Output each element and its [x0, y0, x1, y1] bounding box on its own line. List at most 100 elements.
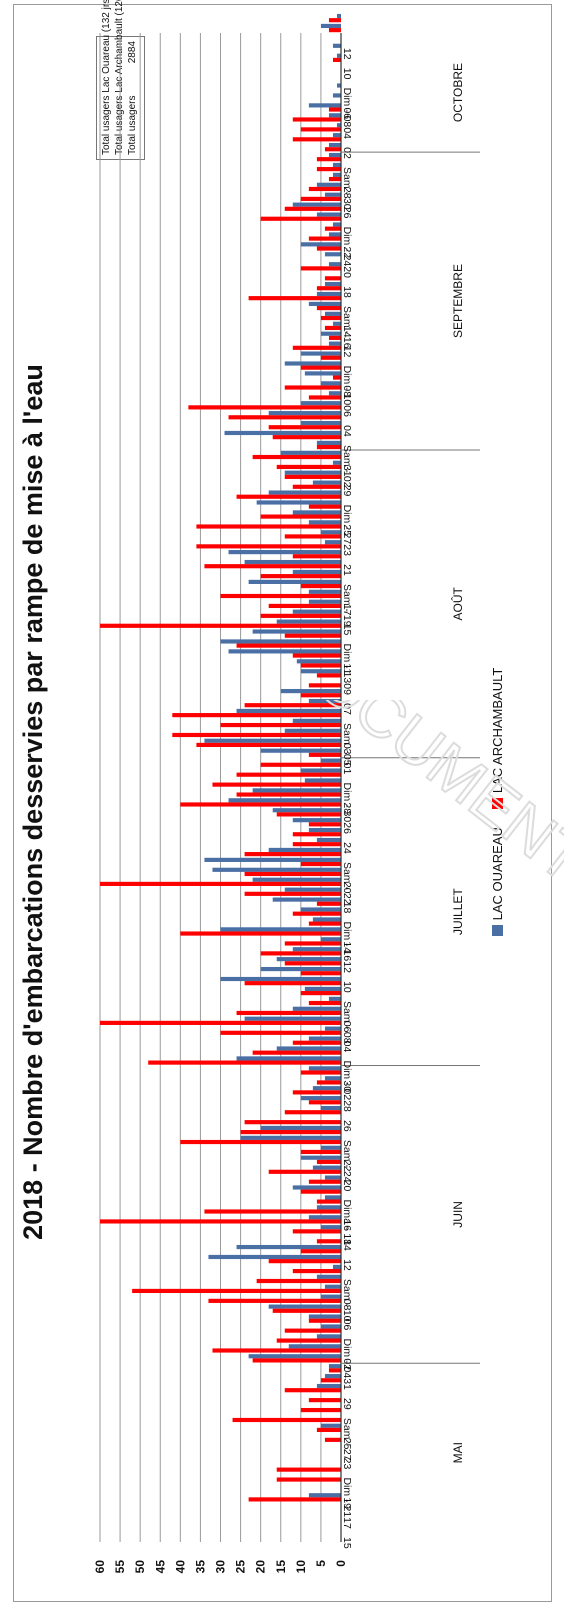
bar-ouareau — [236, 1056, 341, 1061]
bar-ouareau — [272, 808, 341, 813]
x-tick-label: 12 — [341, 961, 353, 973]
bar-ouareau — [324, 1175, 341, 1180]
bar-ouareau — [220, 927, 341, 932]
bar-archambault — [132, 1288, 341, 1294]
bar-archambault — [308, 1318, 341, 1323]
bar-ouareau — [312, 1165, 341, 1170]
bar-ouareau — [308, 698, 341, 704]
bar-archambault — [328, 107, 341, 112]
x-tick-label: 08 — [341, 385, 353, 397]
bar-ouareau — [280, 689, 341, 694]
bar-ouareau — [324, 1026, 341, 1031]
bar-archambault — [204, 564, 341, 569]
x-tick-label: 28 — [341, 802, 353, 814]
bar-archambault — [244, 703, 341, 708]
bar-ouareau — [212, 867, 341, 872]
bar-archambault — [292, 653, 341, 658]
bar-archambault — [220, 1030, 341, 1035]
bar-ouareau — [324, 192, 341, 197]
x-tick-label: Dim - 27 — [341, 505, 353, 545]
bar-archambault — [284, 1328, 341, 1333]
x-tick-label: Dim - 30 — [341, 783, 353, 823]
bar-archambault — [324, 1437, 341, 1442]
bar-archambault — [100, 1219, 341, 1224]
bar-archambault — [236, 792, 341, 797]
x-tick-label: 12 — [341, 1259, 353, 1271]
bar-archambault — [300, 365, 341, 370]
bar-ouareau — [320, 331, 341, 336]
x-tick-label: 15 — [341, 1537, 353, 1549]
bar-ouareau — [328, 152, 341, 158]
bar-archambault — [292, 911, 341, 916]
bar-archambault — [320, 1378, 341, 1383]
x-tick-label: 06 — [341, 107, 353, 119]
bar-ouareau — [332, 222, 341, 227]
bar-archambault — [300, 127, 341, 132]
bar-archambault — [316, 901, 341, 906]
bar-ouareau — [220, 976, 341, 982]
bar-archambault — [316, 444, 341, 450]
bar-ouareau — [308, 301, 341, 307]
bar-archambault — [284, 474, 341, 479]
x-tick-label: 14 — [341, 941, 353, 953]
bar-archambault — [252, 1358, 341, 1363]
bar-archambault — [308, 395, 341, 400]
y-tick-label: 45 — [153, 1560, 167, 1574]
bar-archambault — [328, 335, 341, 340]
bar-archambault — [284, 1110, 341, 1115]
x-tick-label: 06 — [341, 405, 353, 417]
bar-ouareau — [276, 1046, 341, 1051]
bar-ouareau — [224, 430, 341, 436]
bar-ouareau — [280, 450, 341, 455]
bar-archambault — [316, 1239, 341, 1244]
bar-archambault — [256, 1278, 341, 1284]
bar-ouareau — [292, 202, 341, 207]
x-tick-label: 28 — [341, 1100, 353, 1112]
bar-ouareau — [332, 172, 341, 177]
bar-archambault — [300, 971, 341, 976]
x-tick-label: 02 — [341, 147, 353, 159]
bar-archambault — [316, 286, 341, 291]
bar-ouareau — [256, 500, 341, 505]
y-tick-label: 40 — [173, 1560, 187, 1574]
x-tick-label: 04 — [341, 425, 353, 437]
bar-ouareau — [244, 1016, 341, 1021]
bar-ouareau — [324, 311, 341, 316]
y-tick-label: 20 — [254, 1560, 268, 1574]
bar-ouareau — [328, 996, 341, 1001]
bar-archambault — [316, 167, 341, 172]
bar-archambault — [328, 18, 341, 23]
y-tick-label: 55 — [113, 1560, 127, 1574]
bar-archambault — [316, 1159, 341, 1164]
bar-ouareau — [332, 43, 341, 48]
bar-ouareau — [308, 1215, 341, 1220]
bar-ouareau — [304, 986, 341, 992]
bar-archambault — [196, 524, 341, 529]
bar-ouareau — [308, 599, 341, 604]
x-tick-label: 22 — [341, 1160, 353, 1172]
bar-ouareau — [308, 520, 341, 525]
bar-archambault — [276, 1467, 341, 1472]
bar-ouareau — [240, 1135, 341, 1140]
bar-archambault — [100, 623, 341, 628]
bar-ouareau — [308, 1066, 341, 1071]
bar-ouareau — [304, 371, 341, 376]
bar-ouareau — [292, 510, 341, 515]
x-tick-label: 18 — [341, 902, 353, 914]
x-tick-label: 30 — [341, 1080, 353, 1092]
x-tick-label: Sam - 08 — [341, 1001, 353, 1044]
bar-archambault — [300, 583, 341, 589]
bar-archambault — [308, 1398, 341, 1403]
bar-archambault — [180, 931, 341, 936]
month-label: MAI — [451, 1442, 465, 1463]
x-tick-label: 12 — [341, 346, 353, 358]
bar-archambault — [316, 1427, 341, 1433]
bar-ouareau — [332, 460, 341, 465]
bar-ouareau — [324, 540, 341, 545]
bar-archambault — [260, 574, 341, 579]
bar-archambault — [324, 325, 341, 331]
bar-archambault — [300, 693, 341, 698]
x-tick-label: 31 — [341, 465, 353, 477]
bar-ouareau — [336, 13, 341, 19]
